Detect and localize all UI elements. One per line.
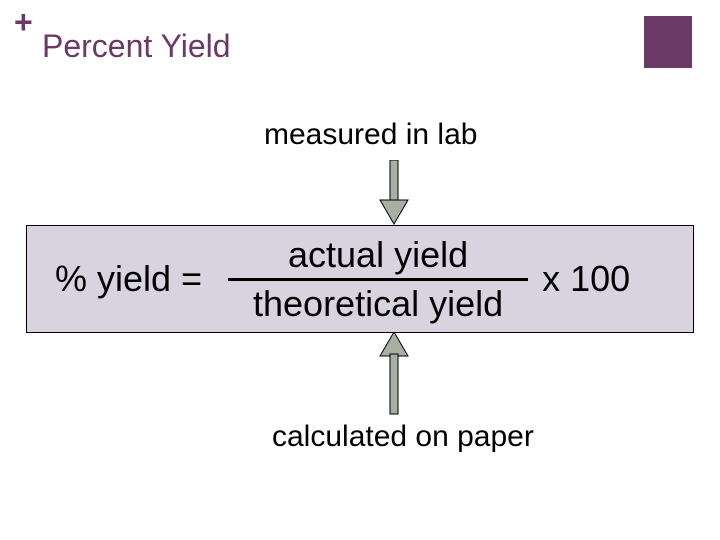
page-title: Percent Yield xyxy=(42,28,231,65)
label-calculated-on-paper: calculated on paper xyxy=(272,420,534,454)
plus-icon: + xyxy=(14,6,33,38)
arrow-down-icon xyxy=(376,160,412,226)
label-measured-in-lab: measured in lab xyxy=(264,118,477,152)
formula-lhs: % yield = xyxy=(55,258,202,300)
accent-block xyxy=(644,16,692,68)
arrow-up-icon xyxy=(376,332,412,416)
formula-denominator: theoretical yield xyxy=(253,283,503,324)
formula-rhs: x 100 xyxy=(542,258,630,300)
formula-numerator: actual yield xyxy=(288,234,468,275)
formula-box: % yield = actual yield theoretical yield… xyxy=(26,225,694,333)
formula-fraction: actual yield theoretical yield xyxy=(228,234,528,324)
fraction-bar xyxy=(228,278,528,281)
